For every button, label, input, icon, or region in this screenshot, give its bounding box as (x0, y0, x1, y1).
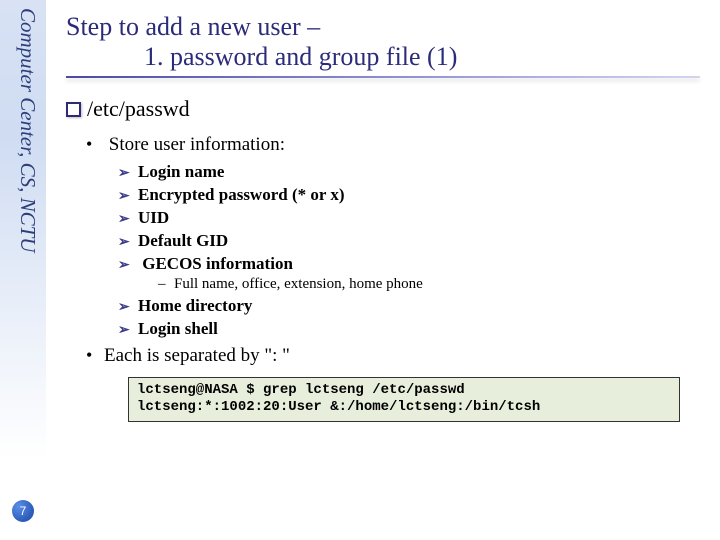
list-item-text: GECOS information (142, 254, 293, 273)
list-item-text: Login shell (138, 319, 218, 338)
list-item-text: UID (138, 208, 169, 227)
list-item: Encrypted password (* or x) (138, 185, 700, 205)
list-item: GECOS information Full name, office, ext… (138, 254, 700, 293)
list-item-text: Full name, office, extension, home phone (174, 276, 423, 292)
square-bullet-icon (66, 102, 81, 117)
title-underline (66, 76, 700, 78)
bullet-list-level2: Login name Encrypted password (* or x) U… (138, 162, 700, 339)
list-item: Full name, office, extension, home phone (174, 276, 700, 293)
slide-content: Step to add a new user – 1. password and… (66, 12, 700, 422)
list-item: Store user information: Login name Encry… (104, 134, 700, 339)
page-number-badge: 7 (12, 500, 34, 522)
bullet-list-level1: Store user information: Login name Encry… (104, 134, 700, 367)
slide-title: Step to add a new user – 1. password and… (66, 12, 700, 78)
section-heading: /etc/passwd (66, 96, 700, 122)
code-block: lctseng@NASA $ grep lctseng /etc/passwd … (128, 377, 680, 422)
bullet-list-level3: Full name, office, extension, home phone (174, 276, 700, 293)
title-line-1: Step to add a new user – (66, 12, 700, 42)
list-item-text: Encrypted password (* or x) (138, 185, 345, 204)
code-line-1: lctseng@NASA $ grep lctseng /etc/passwd (137, 382, 465, 398)
list-item: Login name (138, 162, 700, 182)
list-item: Default GID (138, 231, 700, 251)
list-item-text: Login name (138, 162, 224, 181)
section-heading-text: /etc/passwd (87, 96, 190, 121)
code-line-2: lctseng:*:1002:20:User &:/home/lctseng:/… (137, 399, 540, 415)
list-item: Login shell (138, 319, 700, 339)
list-item: UID (138, 208, 700, 228)
list-item: Each is separated by ": " (104, 345, 700, 367)
list-item-text: Store user information: (109, 134, 285, 155)
list-item-text: Home directory (138, 296, 252, 315)
title-line-2: 1. password and group file (1) (66, 42, 700, 72)
sidebar-label: Computer Center, CS, NCTU (6, 8, 40, 368)
list-item-text: Default GID (138, 231, 228, 250)
sidebar-gradient: Computer Center, CS, NCTU 7 (0, 0, 46, 540)
list-item-text: Each is separated by ": " (104, 345, 290, 366)
list-item: Home directory (138, 296, 700, 316)
